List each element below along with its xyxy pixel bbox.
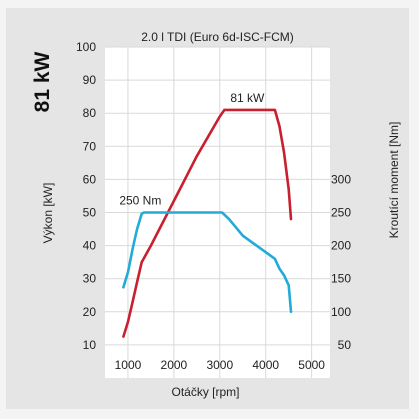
- chart-title: 2.0 l TDI (Euro 6d-ISC-FCM): [141, 30, 293, 44]
- y-axis-right-label: Kroutící moment [Nm]: [387, 122, 401, 239]
- y-right-tick-label: 300: [331, 172, 351, 186]
- y-left-tick-label: 90: [83, 73, 97, 87]
- x-tick-label: 4000: [252, 358, 279, 372]
- chart-panel: 10 20 30 40 50 60 70 80 90 100 1000 2000 3000 4000 500…: [6, 8, 409, 409]
- y-right-tick-label: 150: [331, 272, 351, 286]
- tick-labels: 10 20 30 40 50 60 70 80 90 100 1000 2000 3000 4000 500…: [76, 40, 351, 372]
- y-left-tick-label: 20: [83, 305, 97, 319]
- engine-performance-chart: 10 20 30 40 50 60 70 80 90 100 1000 2000 3000 4000 500…: [31, 30, 401, 399]
- x-tick-label: 3000: [206, 358, 233, 372]
- y-left-tick-label: 50: [83, 206, 97, 220]
- y-left-tick-label: 100: [76, 40, 96, 54]
- y-left-tick-label: 30: [83, 272, 97, 286]
- torque-peak-annotation: 250 Nm: [119, 194, 161, 208]
- y-axis-left-label: Výkon [kW]: [41, 183, 55, 244]
- y-left-tick-label: 40: [83, 239, 97, 253]
- y-left-tick-label: 60: [83, 172, 97, 186]
- y-right-tick-label: 200: [331, 239, 351, 253]
- series-layer: [122, 108, 293, 338]
- power-curve: [122, 108, 293, 338]
- x-axis-label: Otáčky [rpm]: [171, 385, 239, 399]
- power-peak-annotation: 81 kW: [230, 91, 265, 105]
- x-tick-label: 2000: [161, 358, 188, 372]
- y-right-tick-label: 50: [338, 338, 352, 352]
- x-tick-label: 1000: [115, 358, 142, 372]
- y-right-tick-label: 250: [331, 206, 351, 220]
- y-right-tick-label: 100: [331, 305, 351, 319]
- y-left-tick-label: 10: [83, 338, 97, 352]
- x-tick-label: 5000: [298, 358, 325, 372]
- torque-curve: [122, 211, 293, 314]
- power-rating-label: 81 kW: [31, 51, 54, 112]
- y-left-tick-label: 80: [83, 106, 97, 120]
- y-left-tick-label: 70: [83, 139, 97, 153]
